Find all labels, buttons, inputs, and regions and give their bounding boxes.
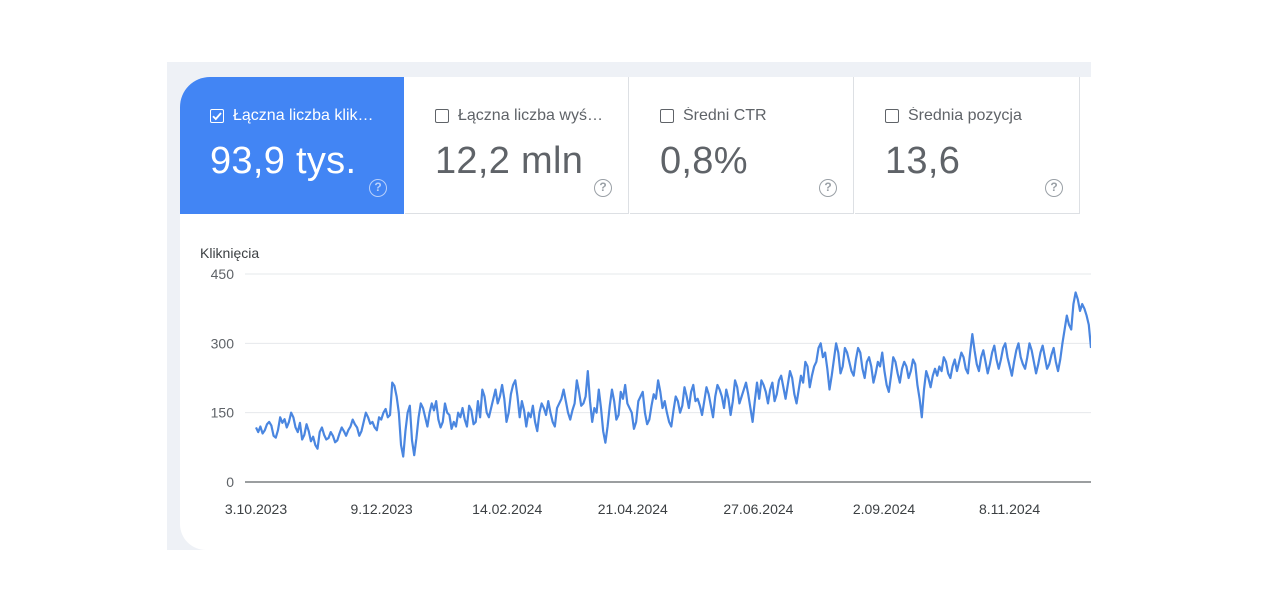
metric-header: Łączna liczba klik… xyxy=(210,107,374,125)
y-tick-label: 300 xyxy=(211,335,235,351)
metric-value: 13,6 xyxy=(885,140,961,182)
x-tick-label: 21.04.2024 xyxy=(598,501,668,517)
checkbox-icon[interactable] xyxy=(660,109,674,123)
x-tick-label: 8.11.2024 xyxy=(979,501,1040,517)
y-axis-label: Kliknięcia xyxy=(200,245,260,261)
performance-card: Łączna liczba klik… 93,9 tys. ? Łączna l… xyxy=(180,77,1091,550)
metric-value: 0,8% xyxy=(660,140,748,182)
metric-card-clicks[interactable]: Łączna liczba klik… 93,9 tys. ? xyxy=(180,77,404,214)
metric-header: Średnia pozycja xyxy=(885,107,1022,125)
metric-header: Średni CTR xyxy=(660,107,767,125)
help-icon[interactable]: ? xyxy=(1045,179,1063,197)
metric-label: Średni CTR xyxy=(683,107,767,124)
y-tick-label: 0 xyxy=(226,474,234,490)
x-tick-label: 2.09.2024 xyxy=(853,501,915,517)
checkbox-icon[interactable] xyxy=(435,109,449,123)
metric-label: Łączna liczba klik… xyxy=(233,107,374,124)
x-tick-label: 27.06.2024 xyxy=(723,501,793,517)
clicks-series-line[interactable] xyxy=(255,291,1091,458)
metric-card-ctr[interactable]: Średni CTR 0,8% ? xyxy=(630,77,854,214)
y-tick-label: 450 xyxy=(211,266,235,282)
metric-value: 93,9 tys. xyxy=(210,140,357,182)
checkbox-icon[interactable] xyxy=(210,109,224,123)
metric-label: Łączna liczba wyś… xyxy=(458,107,603,124)
metric-card-impressions[interactable]: Łączna liczba wyś… 12,2 mln ? xyxy=(405,77,629,214)
metric-value: 12,2 mln xyxy=(435,140,584,182)
checkbox-icon[interactable] xyxy=(885,109,899,123)
x-tick-label: 9.12.2023 xyxy=(350,501,412,517)
metric-header: Łączna liczba wyś… xyxy=(435,107,603,125)
help-icon[interactable]: ? xyxy=(594,179,612,197)
metric-card-position[interactable]: Średnia pozycja 13,6 ? xyxy=(855,77,1080,214)
clicks-line-chart: 0 150 300 450 3.10.2023 9.12.2023 14.02.2024 21… xyxy=(211,266,1091,517)
x-tick-label: 14.02.2024 xyxy=(472,501,542,517)
x-tick-label: 3.10.2023 xyxy=(225,501,287,517)
y-tick-label: 150 xyxy=(211,405,235,421)
help-icon[interactable]: ? xyxy=(819,179,837,197)
metric-label: Średnia pozycja xyxy=(908,107,1022,124)
help-icon[interactable]: ? xyxy=(369,179,387,197)
